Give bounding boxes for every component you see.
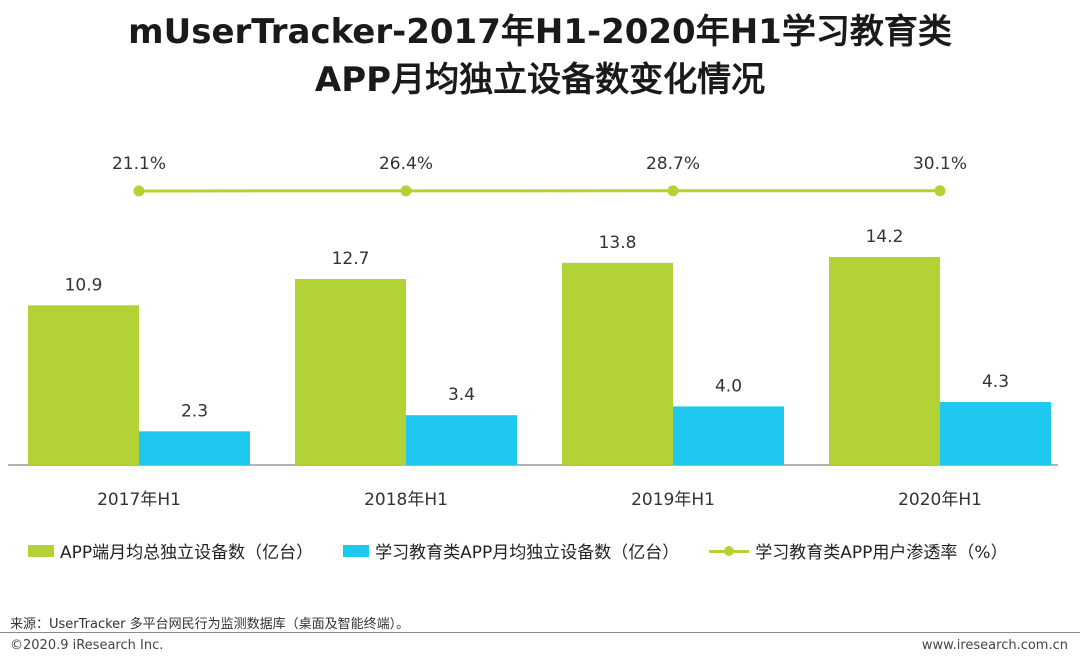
legend-label-education-devices: 学习教育类APP月均独立设备数（亿台） <box>375 543 680 563</box>
source-note: 来源：UserTracker 多平台网民行为监测数据库（桌面及智能终端）。 <box>10 617 410 632</box>
legend-label-penetration: 学习教育类APP用户渗透率（%） <box>755 543 1008 563</box>
penetration-point-2 <box>667 185 679 197</box>
penetration-label-2: 28.7% <box>646 154 700 174</box>
legend-swatch-blue <box>343 544 370 557</box>
value-label-education-3: 4.3 <box>982 372 1009 392</box>
penetration-point-3 <box>934 185 946 197</box>
footer-divider <box>0 632 1080 633</box>
x-tick-label-2: 2019年H1 <box>631 490 715 510</box>
penetration-point-0 <box>133 185 145 197</box>
bar-education-devices-2 <box>673 406 784 465</box>
x-tick-label-1: 2018年H1 <box>364 490 448 510</box>
bar-total-devices-1 <box>295 278 406 465</box>
x-tick-label-3: 2020年H1 <box>898 490 982 510</box>
legend-label-total-devices: APP端月均总独立设备数（亿台） <box>60 543 314 563</box>
penetration-label-3: 30.1% <box>913 154 967 174</box>
penetration-label-0: 21.1% <box>112 154 166 174</box>
copyright: ©2020.9 iResearch Inc. <box>10 638 164 653</box>
legend-item-penetration: 学习教育类APP用户渗透率（%） <box>709 538 1008 563</box>
bar-total-devices-3 <box>829 257 940 465</box>
bar-total-devices-2 <box>562 262 673 465</box>
value-label-total-1: 12.7 <box>332 249 370 269</box>
value-label-total-3: 14.2 <box>866 227 904 247</box>
legend-swatch-green <box>28 544 54 557</box>
legend-item-total-devices: APP端月均总独立设备数（亿台） <box>28 538 313 563</box>
legend-item-education-devices: 学习教育类APP月均独立设备数（亿台） <box>343 538 679 563</box>
x-tick-label-0: 2017年H1 <box>97 490 181 510</box>
title-line-2: APP月均独立设备数变化情况 <box>314 60 766 100</box>
website-link: www.iresearch.com.cn <box>921 638 1068 653</box>
chart-title: mUserTracker-2017年H1-2020年H1学习教育类 APP月均独… <box>0 8 1080 104</box>
bar-education-devices-0 <box>139 431 250 465</box>
penetration-label-1: 26.4% <box>379 154 433 174</box>
title-line-1: mUserTracker-2017年H1-2020年H1学习教育类 <box>128 12 952 52</box>
legend-swatch-line <box>709 545 750 557</box>
value-label-total-0: 10.9 <box>65 275 103 295</box>
value-label-education-2: 4.0 <box>715 376 742 396</box>
chart-legend: APP端月均总独立设备数（亿台） 学习教育类APP月均独立设备数（亿台） 学习教… <box>28 538 1068 563</box>
value-label-education-1: 3.4 <box>448 385 475 405</box>
value-label-education-0: 2.3 <box>181 401 208 421</box>
penetration-point-1 <box>400 185 412 197</box>
bar-education-devices-1 <box>406 415 517 465</box>
bar-education-devices-3 <box>940 402 1051 465</box>
value-label-total-2: 13.8 <box>599 233 637 253</box>
bar-total-devices-0 <box>28 305 139 465</box>
